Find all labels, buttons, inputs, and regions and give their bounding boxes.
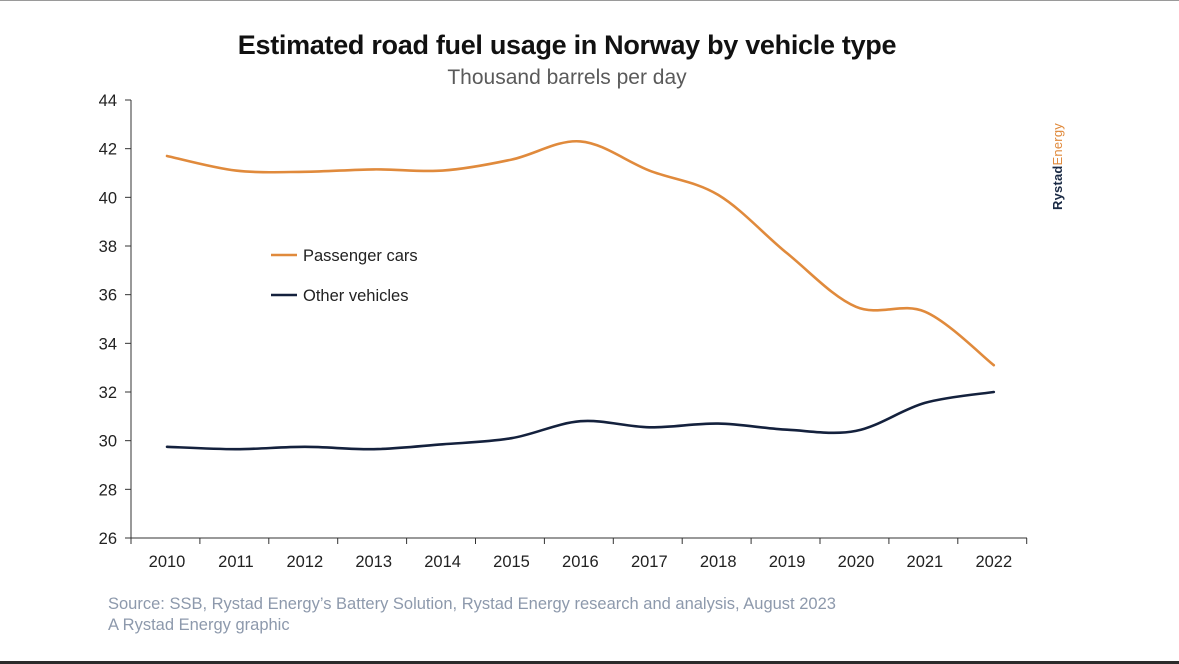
x-tick-label: 2020 [838,553,875,571]
x-tick-label: 2019 [769,553,806,571]
chart-title: Estimated road fuel usage in Norway by v… [237,30,897,60]
chart-subtitle: Thousand barrels per day [447,66,687,89]
legend-label-passenger-cars: Passenger cars [303,247,418,265]
y-tick-label: 26 [99,530,117,548]
legend-label-other-vehicles: Other vehicles [303,287,408,305]
x-tick-label: 2011 [218,553,253,571]
brand-logo-part2: Energy [1050,123,1065,166]
y-tick-label: 32 [99,384,117,402]
credit-text: A Rystad Energy graphic [108,616,290,634]
top-border [0,0,1179,1]
bottom-border [0,661,1179,664]
x-tick-label: 2012 [286,553,323,571]
source-note: Source: SSB, Rystad Energy’s Battery Sol… [108,594,836,636]
x-tick-label: 2013 [355,553,392,571]
x-tick-label: 2010 [149,553,186,571]
x-tick-label: 2016 [562,553,599,571]
x-tick-label: 2021 [907,553,944,571]
series-line-passenger-cars [165,140,996,367]
y-tick-label: 34 [99,335,117,353]
y-tick-label: 44 [99,92,117,110]
series-line-other-vehicles [165,390,996,451]
source-text: Source: SSB, Rystad Energy’s Battery Sol… [108,595,836,613]
y-tick-label: 36 [99,287,117,305]
y-tick-label: 28 [99,481,117,499]
x-tick-label: 2018 [700,553,737,571]
x-tick-label: 2015 [493,553,530,571]
y-tick-label: 38 [99,238,117,256]
x-tick-label: 2017 [631,553,668,571]
y-tick-label: 42 [99,141,117,159]
x-tick-label: 2014 [424,553,461,571]
brand-logo-part1: Rystad [1050,165,1065,210]
y-tick-label: 40 [99,189,117,207]
x-tick-label: 2022 [975,553,1012,571]
brand-logo: RystadEnergy [1050,123,1065,210]
y-tick-label: 30 [99,433,117,451]
